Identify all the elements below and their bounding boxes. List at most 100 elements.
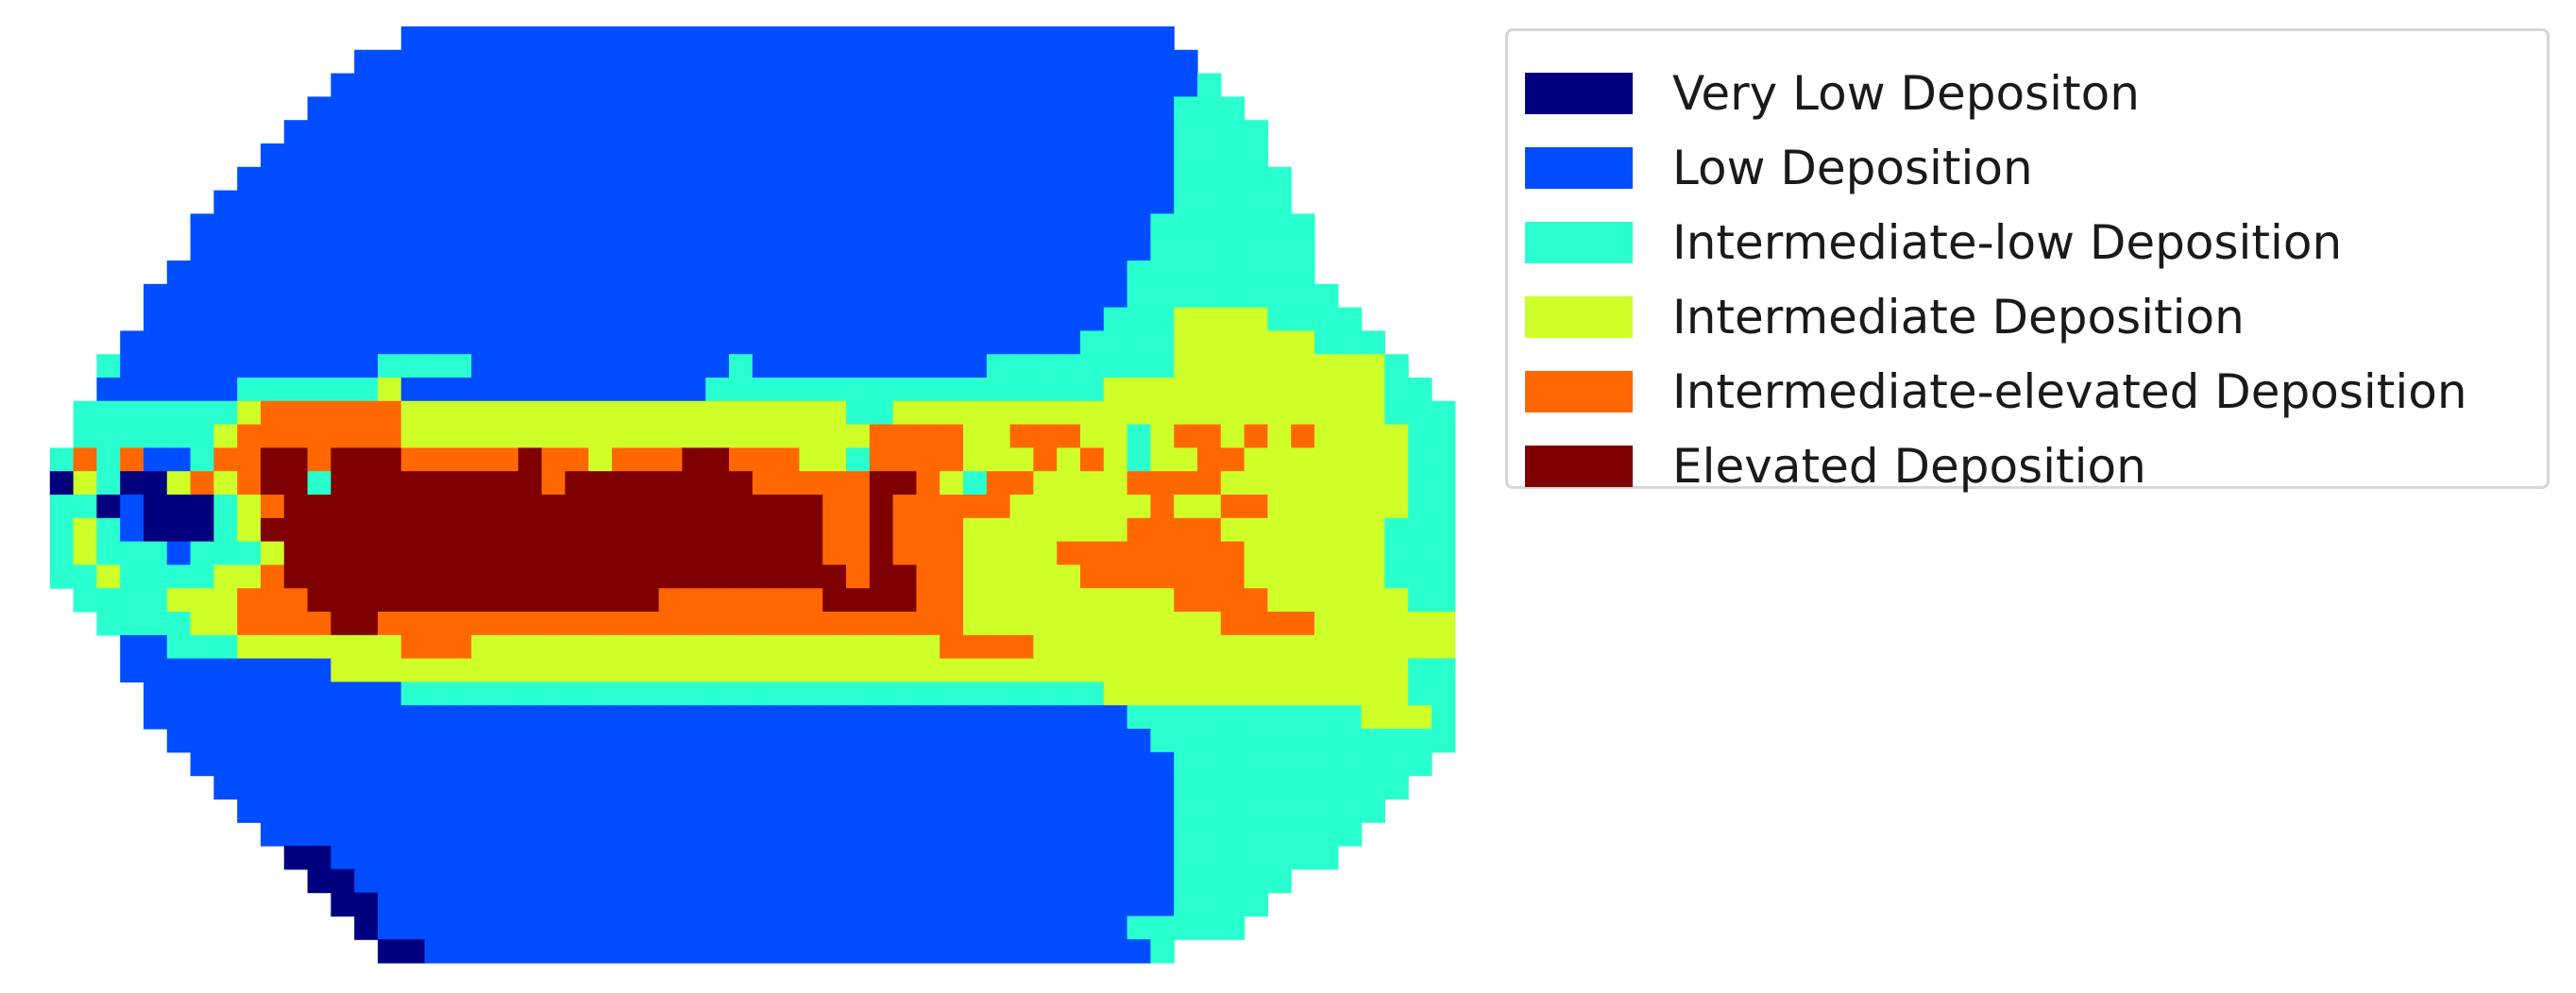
heatmap-cell	[869, 868, 894, 894]
heatmap-cell	[729, 892, 754, 917]
heatmap-cell	[495, 682, 519, 706]
heatmap-cell	[1220, 564, 1246, 589]
heatmap-cell	[635, 682, 660, 706]
legend-swatch	[1525, 221, 1633, 263]
heatmap-cell	[261, 400, 285, 426]
heatmap-cell	[565, 190, 589, 214]
heatmap-cell	[1150, 378, 1175, 402]
heatmap-cell	[1150, 729, 1175, 753]
heatmap-cell	[612, 541, 636, 565]
heatmap-cell	[144, 588, 168, 613]
heatmap-cell	[283, 354, 309, 379]
heatmap-cell	[424, 588, 449, 613]
heatmap-cell	[330, 330, 355, 355]
heatmap-cell	[846, 424, 871, 448]
heatmap-cell	[658, 471, 683, 496]
heatmap-cell	[1220, 166, 1246, 192]
heatmap-cell	[517, 634, 543, 660]
heatmap-cell	[729, 799, 754, 823]
heatmap-cell	[916, 49, 941, 75]
heatmap-cell	[822, 634, 847, 660]
heatmap-cell	[1033, 751, 1058, 777]
heatmap-cell	[424, 799, 449, 823]
heatmap-cell	[752, 143, 777, 168]
heatmap-cell	[775, 846, 800, 870]
heatmap-cell	[1174, 799, 1198, 823]
heatmap-cell	[612, 517, 636, 543]
heatmap-cell	[237, 658, 262, 682]
heatmap-cell	[635, 120, 660, 144]
heatmap-cell	[1267, 447, 1292, 472]
heatmap-cell	[846, 634, 871, 660]
heatmap-cell	[869, 400, 894, 426]
heatmap-cell	[822, 400, 847, 426]
heatmap-cell	[495, 213, 519, 238]
heatmap-cell	[448, 799, 472, 823]
heatmap-cell	[1057, 541, 1081, 565]
heatmap-cell	[307, 541, 331, 565]
heatmap-cell	[1080, 939, 1105, 964]
heatmap-cell	[354, 916, 379, 940]
heatmap-cell	[1103, 237, 1128, 261]
heatmap-cell	[752, 799, 777, 823]
heatmap-cell	[822, 261, 847, 285]
heatmap-cell	[213, 634, 238, 660]
heatmap-cell	[471, 330, 496, 355]
heatmap-cell	[729, 96, 754, 121]
heatmap-cell	[283, 237, 309, 261]
heatmap-cell	[1009, 916, 1034, 940]
heatmap-cell	[190, 658, 214, 682]
heatmap-cell	[307, 330, 331, 355]
heatmap-cell	[729, 939, 754, 964]
heatmap-cell	[400, 564, 426, 589]
heatmap-cell	[940, 120, 964, 144]
heatmap-cell	[1384, 354, 1409, 379]
heatmap-cell	[541, 705, 566, 730]
heatmap-cell	[846, 868, 871, 894]
heatmap-cell	[705, 73, 730, 97]
heatmap-cell	[892, 166, 917, 192]
heatmap-cell	[986, 143, 1011, 168]
heatmap-cell	[213, 213, 238, 238]
heatmap-cell	[1057, 846, 1081, 870]
heatmap-cell	[892, 261, 917, 285]
heatmap-cell	[400, 261, 426, 285]
heatmap-cell	[729, 307, 754, 331]
heatmap-cell	[1432, 682, 1456, 706]
heatmap-cell	[940, 237, 964, 261]
heatmap-cell	[799, 658, 823, 682]
heatmap-cell	[1127, 705, 1151, 730]
heatmap-cell	[799, 190, 823, 214]
heatmap-cell	[1384, 541, 1409, 565]
heatmap-cell	[400, 283, 426, 309]
heatmap-cell	[190, 471, 214, 496]
heatmap-cell	[682, 916, 706, 940]
heatmap-cell	[658, 751, 683, 777]
heatmap-cell	[190, 447, 214, 472]
heatmap-cell	[190, 517, 214, 543]
heatmap-cell	[1197, 822, 1222, 847]
heatmap-cell	[354, 495, 379, 519]
heatmap-cell	[799, 751, 823, 777]
heatmap-cell	[588, 49, 613, 75]
heatmap-cell	[986, 400, 1011, 426]
heatmap-cell	[986, 939, 1011, 964]
heatmap-cell	[517, 517, 543, 543]
heatmap-cell	[424, 283, 449, 309]
heatmap-cell	[1220, 775, 1246, 799]
heatmap-cell	[1197, 729, 1222, 753]
heatmap-cell	[916, 682, 941, 706]
heatmap-cell	[729, 541, 754, 565]
heatmap-cell	[729, 400, 754, 426]
heatmap-cell	[330, 775, 355, 799]
heatmap-cell	[49, 564, 75, 589]
heatmap-cell	[1103, 846, 1128, 870]
heatmap-cell	[1057, 612, 1081, 636]
heatmap-cell	[869, 26, 894, 51]
heatmap-cell	[1384, 378, 1409, 402]
heatmap-cell	[940, 283, 964, 309]
heatmap-cell	[283, 447, 309, 472]
heatmap-cell	[1033, 447, 1058, 472]
heatmap-cell	[705, 378, 730, 402]
heatmap-cell	[354, 424, 379, 448]
